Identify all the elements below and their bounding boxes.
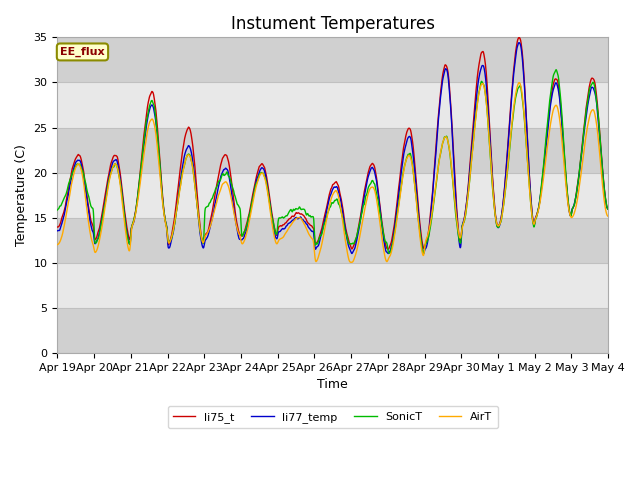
- li75_t: [385, 246, 392, 252]
- AirT: [349, 259, 356, 264]
- li75_t: [493, 221, 500, 227]
- li77_temp: [556, 99, 564, 105]
- li75_t: [556, 96, 564, 101]
- Bar: [58, 308, 608, 353]
- AirT: [515, 80, 523, 85]
- li75_t: [207, 215, 215, 220]
- li77_temp: [54, 228, 61, 234]
- Bar: [58, 263, 608, 308]
- li75_t: [604, 206, 612, 212]
- AirT: [348, 260, 355, 265]
- AirT: [361, 206, 369, 212]
- li75_t: [54, 224, 61, 230]
- Line: SonicT: SonicT: [58, 70, 608, 253]
- SonicT: [385, 251, 393, 256]
- AirT: [572, 207, 579, 213]
- Bar: [58, 83, 608, 128]
- li75_t: [572, 197, 579, 203]
- AirT: [493, 221, 500, 227]
- Title: Instument Temperatures: Instument Temperatures: [231, 15, 435, 33]
- SonicT: [556, 88, 564, 94]
- li77_temp: [385, 251, 392, 256]
- Y-axis label: Temperature (C): Temperature (C): [15, 144, 28, 246]
- SonicT: [493, 223, 500, 229]
- Legend: li75_t, li77_temp, SonicT, AirT: li75_t, li77_temp, SonicT, AirT: [168, 406, 498, 428]
- li77_temp: [349, 250, 356, 255]
- SonicT: [604, 206, 612, 212]
- AirT: [604, 214, 612, 219]
- li75_t: [361, 188, 369, 193]
- Line: li77_temp: li77_temp: [58, 43, 608, 253]
- Bar: [58, 37, 608, 83]
- Line: li75_t: li75_t: [58, 37, 608, 249]
- SonicT: [207, 197, 215, 203]
- SonicT: [552, 67, 560, 72]
- SonicT: [572, 197, 579, 203]
- X-axis label: Time: Time: [317, 378, 348, 392]
- Bar: [58, 128, 608, 173]
- AirT: [556, 119, 564, 124]
- li77_temp: [572, 197, 579, 203]
- AirT: [207, 221, 215, 227]
- li77_temp: [604, 206, 612, 212]
- SonicT: [349, 240, 356, 246]
- li77_temp: [515, 40, 523, 46]
- li75_t: [515, 35, 523, 40]
- li75_t: [349, 245, 356, 251]
- Line: AirT: AirT: [58, 83, 608, 263]
- Text: EE_flux: EE_flux: [60, 47, 105, 57]
- SonicT: [54, 207, 61, 213]
- li77_temp: [207, 221, 215, 227]
- Bar: [58, 218, 608, 263]
- li77_temp: [361, 192, 369, 198]
- Bar: [58, 173, 608, 218]
- AirT: [54, 242, 61, 248]
- li77_temp: [493, 222, 500, 228]
- SonicT: [361, 201, 369, 206]
